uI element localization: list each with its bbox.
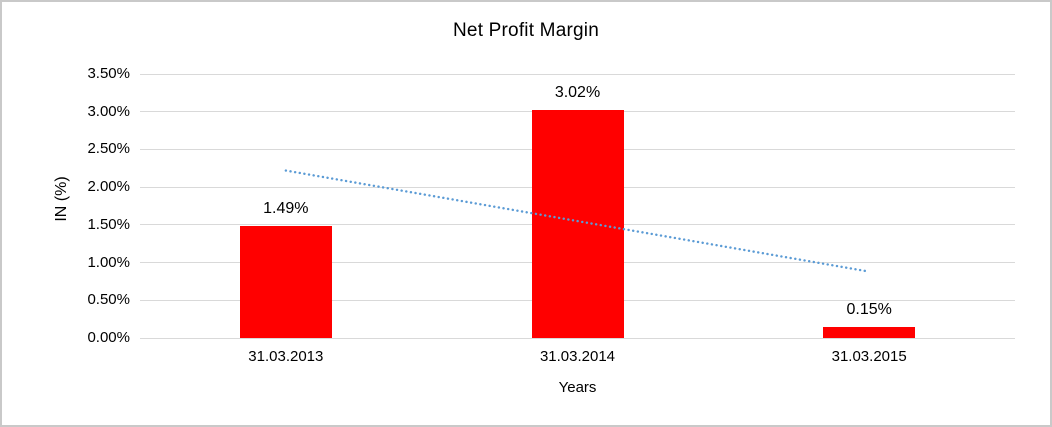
chart-title: Net Profit Margin [453,20,599,41]
y-axis-tick-label: 0.00% [87,329,130,346]
y-axis-tick-label: 1.50% [87,215,130,233]
gridline [140,337,1015,339]
bar-31.03.2013 [239,225,332,338]
y-axis-tick-label: 2.50% [87,140,130,158]
gridline [140,73,1015,75]
y-axis-tick-label: 1.00% [87,253,130,271]
x-axis-tick-label: 31.03.2013 [248,348,324,365]
y-axis-tick-label: 2.00% [87,178,130,196]
x-axis-tick-label: 31.03.2015 [831,348,907,365]
bar-31.03.2014 [531,110,624,338]
y-axis-tick-label: 3.00% [87,102,130,120]
bar-data-label: 0.15% [846,300,892,318]
x-axis-title: Years [558,379,597,396]
y-axis-tick-label: 0.50% [87,291,130,309]
bar-31.03.2015 [823,326,916,338]
y-axis-tick-label: 3.50% [87,65,130,82]
x-axis-tick-label: 31.03.2014 [539,348,616,365]
bar-data-label: 3.02% [554,84,601,102]
bar-data-label: 1.49% [263,199,309,217]
